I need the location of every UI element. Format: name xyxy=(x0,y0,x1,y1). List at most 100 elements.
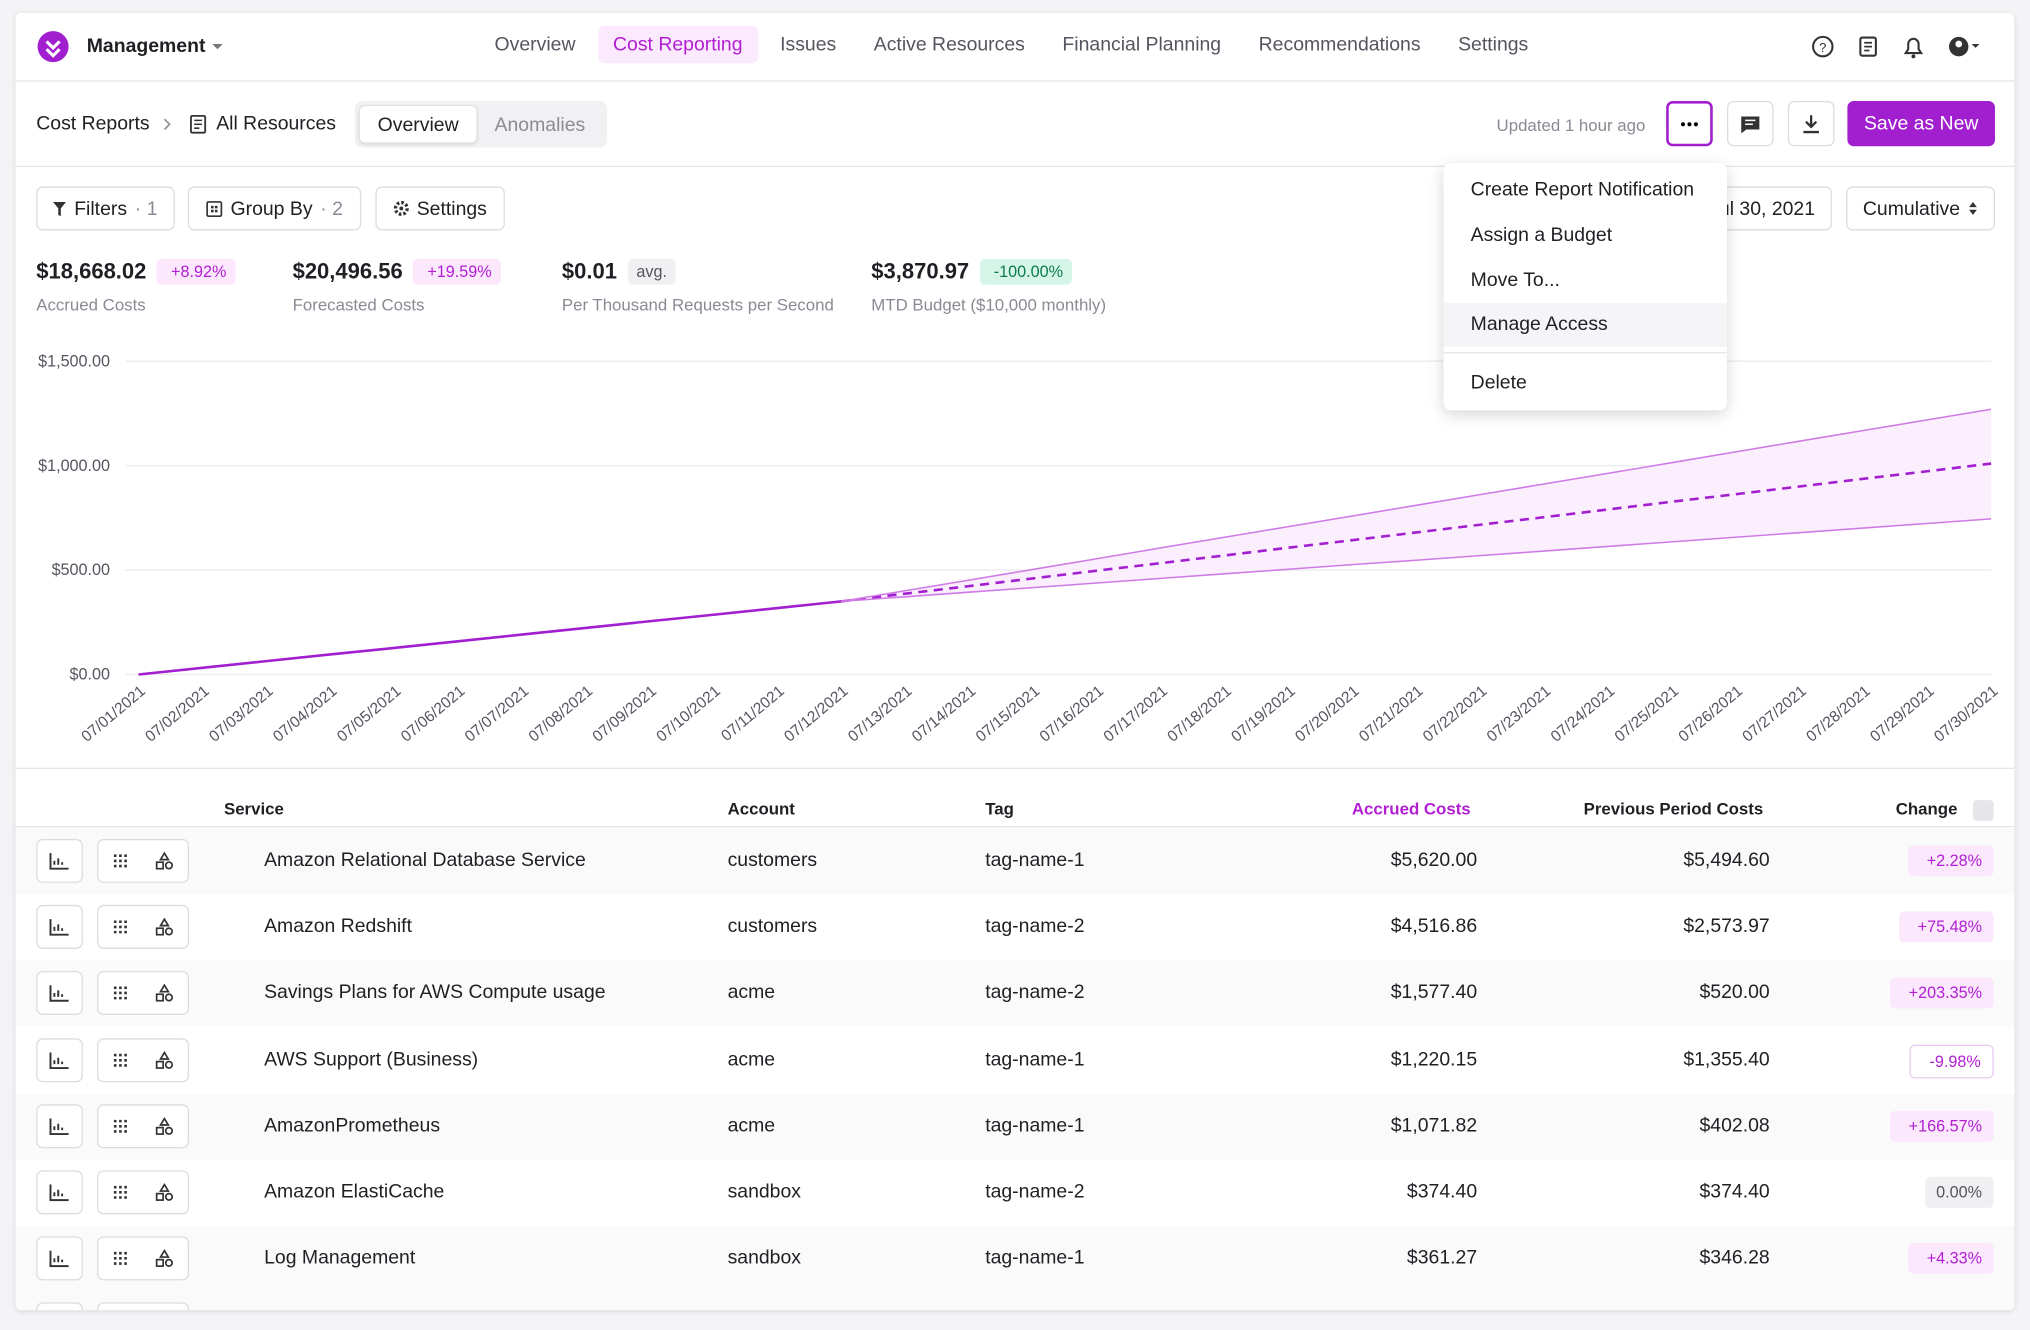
menu-item[interactable]: Manage Access xyxy=(1443,302,1727,347)
divider xyxy=(15,165,2015,168)
cell: AWS Support (Business) xyxy=(264,1048,479,1071)
cell: Amazon Redshift xyxy=(264,915,412,938)
grid-icon xyxy=(113,1119,127,1133)
change-text: +2.28% xyxy=(1926,851,1983,870)
row-action-group[interactable] xyxy=(97,971,190,1016)
column-header[interactable]: Accrued Costs xyxy=(1352,799,1481,818)
x-tick-label: 07/01/2021 xyxy=(78,683,148,746)
nav-item[interactable]: Recommendations xyxy=(1258,33,1421,56)
x-tick-label: 07/13/2021 xyxy=(845,683,915,746)
row-action-group[interactable] xyxy=(97,1170,190,1215)
settings-button[interactable]: Settings xyxy=(375,186,505,231)
download-button[interactable] xyxy=(1787,100,1835,147)
grid-icon xyxy=(113,1252,127,1266)
x-tick-label: 07/04/2021 xyxy=(270,683,340,746)
row-action-group[interactable] xyxy=(97,1104,190,1149)
cell: acme xyxy=(727,981,776,1004)
row-chart-button[interactable] xyxy=(36,971,83,1016)
svg-text:?: ? xyxy=(1819,40,1826,55)
nav-item[interactable]: Cost Reporting xyxy=(597,25,759,64)
row-action-group[interactable] xyxy=(97,1037,190,1082)
nav-item[interactable]: Active Resources xyxy=(873,33,1025,56)
label: Filters xyxy=(74,197,128,220)
group-by-button[interactable]: Group By · 2 xyxy=(187,186,362,231)
row-chart-button[interactable] xyxy=(36,838,83,883)
cell: tag-name-1 xyxy=(985,1246,1085,1269)
row-action-group[interactable] xyxy=(97,905,190,950)
doc-icon xyxy=(190,114,207,134)
menu-item[interactable]: Assign a Budget xyxy=(1470,223,1613,246)
header-text: Account xyxy=(727,798,795,819)
divider xyxy=(15,825,2015,828)
tab[interactable]: Anomalies xyxy=(494,113,586,136)
cell: $5,494.60 xyxy=(1683,849,1770,872)
save-button[interactable]: Save as New xyxy=(1847,100,1995,147)
cell: tag-name-1 xyxy=(985,849,1085,872)
y-tick-label: $1,500.00 xyxy=(38,352,110,370)
stat-value: $3,870.97 xyxy=(871,258,970,284)
partial-button xyxy=(97,1302,190,1311)
grid-icon xyxy=(113,986,127,1000)
row-chart-button[interactable] xyxy=(36,905,83,950)
table-row: AmazonPrometheus acme tag-name-1 $1,071.82 $… xyxy=(15,1093,2015,1160)
header-dropdown[interactable] xyxy=(1972,800,1994,821)
x-tick-label: 07/27/2021 xyxy=(1739,683,1809,746)
y-tick-label: $500.00 xyxy=(52,561,110,579)
menu-item[interactable]: Delete xyxy=(1470,371,1527,394)
cell: Log Management xyxy=(264,1246,416,1269)
shapes-icon xyxy=(156,984,174,1003)
nav-item[interactable]: Issues xyxy=(780,33,837,56)
row-chart-button[interactable] xyxy=(36,1236,83,1281)
partial-button xyxy=(36,1302,83,1311)
x-tick-label: 07/06/2021 xyxy=(398,683,468,746)
stat-label: MTD Budget ($10,000 monthly) xyxy=(871,295,1107,315)
cell: tag-name-1 xyxy=(985,1048,1085,1071)
row-chart-button[interactable] xyxy=(36,1037,83,1082)
nav-item[interactable]: Settings xyxy=(1458,33,1529,56)
x-tick-label: 07/05/2021 xyxy=(334,683,404,746)
breadcrumb-current: All Resources xyxy=(216,112,337,135)
header-text: Change xyxy=(1895,798,1958,819)
menu-item[interactable]: Move To... xyxy=(1470,269,1560,292)
cell: $1,355.40 xyxy=(1683,1048,1770,1071)
more-button[interactable] xyxy=(1666,100,1713,147)
stat-label: Per Thousand Requests per Second xyxy=(561,295,834,315)
column-header[interactable]: Tag xyxy=(985,799,1024,818)
download-icon xyxy=(1803,114,1819,133)
change-badge: 0.00% xyxy=(1924,1176,1994,1208)
mode-button[interactable]: Cumulative xyxy=(1846,186,1995,231)
row-action-group[interactable] xyxy=(97,838,190,883)
dropdown-menu: Create Report Notification Assign a Budge… xyxy=(1443,163,1727,411)
column-header[interactable]: Change xyxy=(1896,799,1968,818)
column-header[interactable]: Service xyxy=(224,799,294,818)
menu-divider xyxy=(1443,352,1727,354)
y-tick-label: $1,000.00 xyxy=(38,457,110,475)
filters-button[interactable]: Filters · 1 xyxy=(36,186,175,231)
table-row: Amazon Redshift customers tag-name-2 $4,516… xyxy=(15,894,2015,961)
series-line xyxy=(841,518,1992,603)
logo xyxy=(37,31,69,63)
cell: sandbox xyxy=(727,1180,801,1203)
y-tick-label: $0.00 xyxy=(70,666,110,684)
stat-change-text: +19.59% xyxy=(427,262,492,281)
menu-item[interactable]: Create Report Notification xyxy=(1470,178,1695,201)
brand[interactable]: Management xyxy=(86,34,206,57)
stat-value: $0.01 xyxy=(561,258,617,284)
row-chart-button[interactable] xyxy=(36,1170,83,1215)
stat-value: $18,668.02 xyxy=(36,258,147,284)
chart-icon xyxy=(49,919,69,936)
grid-icon xyxy=(113,1053,127,1067)
nav-item[interactable]: Overview xyxy=(494,33,576,56)
tab-active[interactable]: Overview xyxy=(358,104,478,144)
nav-item[interactable]: Financial Planning xyxy=(1062,33,1222,56)
row-action-group[interactable] xyxy=(97,1236,190,1281)
breadcrumb-root[interactable]: Cost Reports xyxy=(36,112,150,135)
column-header[interactable]: Account xyxy=(728,799,806,818)
comment-button[interactable] xyxy=(1726,100,1774,147)
chart-icon xyxy=(49,1184,69,1202)
x-tick-label: 07/23/2021 xyxy=(1484,683,1554,746)
cell: $5,620.00 xyxy=(1390,849,1478,872)
column-header[interactable]: Previous Period Costs xyxy=(1584,799,1774,818)
series-line xyxy=(138,600,842,676)
row-chart-button[interactable] xyxy=(36,1104,83,1149)
